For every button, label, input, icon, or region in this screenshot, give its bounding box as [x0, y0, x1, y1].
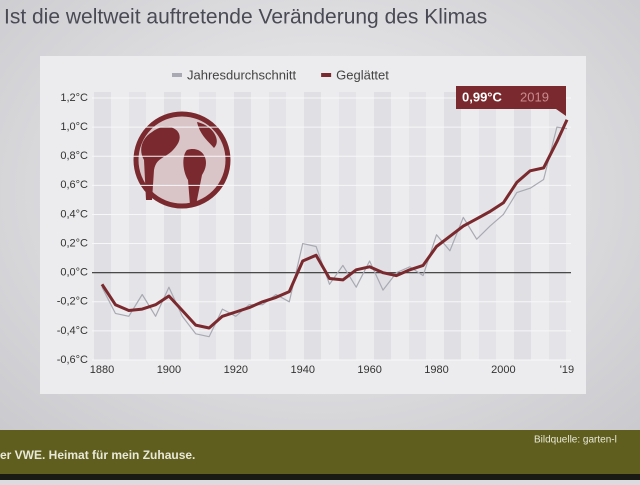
background-stripe: [374, 92, 391, 360]
x-tick-label: 2000: [491, 364, 515, 376]
annotation-value: 0,99°C: [462, 89, 503, 104]
y-tick-label: 1,0°C: [60, 121, 88, 133]
background-stripe: [479, 92, 496, 360]
legend-label: Geglättet: [336, 67, 389, 82]
background-stripe: [409, 92, 426, 360]
x-tick-label: 1900: [157, 364, 181, 376]
annotation-year: 2019: [520, 89, 549, 104]
y-tick-label: -0,4°C: [57, 325, 88, 337]
background-stripe: [444, 92, 461, 360]
background-stripe: [339, 92, 356, 360]
x-tick-label: 1940: [290, 364, 314, 376]
footer-edge: [0, 474, 640, 480]
background-stripe: [549, 92, 566, 360]
slide-title: Ist die weltweit auftretende Veränderung…: [4, 6, 487, 29]
y-tick-label: 0,4°C: [60, 208, 88, 220]
series-line: [100, 119, 569, 330]
background-stripe: [94, 92, 111, 360]
series-line: [101, 126, 568, 338]
background-stripe: [234, 92, 251, 360]
image-credit: Bildquelle: garten-l: [534, 435, 617, 446]
footer-bar: [0, 430, 640, 474]
y-tick-label: 0,8°C: [60, 150, 88, 162]
y-tick-label: -0,6°C: [57, 354, 88, 366]
y-tick-label: 0,0°C: [60, 267, 88, 279]
x-tick-label: 1920: [224, 364, 248, 376]
legend-label: Jahresdurchschnitt: [187, 67, 296, 82]
y-tick-label: -0,2°C: [57, 296, 88, 308]
background-stripe: [269, 92, 286, 360]
y-tick-label: 0,2°C: [60, 237, 88, 249]
x-tick-label: 1960: [357, 364, 381, 376]
y-tick-label: 0,6°C: [60, 179, 88, 191]
x-tick-label: 1980: [424, 364, 448, 376]
globe-icon: [133, 111, 231, 209]
background-stripe: [304, 92, 321, 360]
x-tick-label: 1880: [90, 364, 114, 376]
legend-swatch: [321, 73, 332, 77]
annotation-pointer: [556, 109, 566, 116]
y-tick-label: 1,2°C: [60, 92, 88, 104]
annotation-box: [456, 86, 566, 109]
legend-swatch: [172, 73, 182, 77]
background-stripe: [514, 92, 531, 360]
x-tick-label: '19: [560, 364, 574, 376]
footer-text: er VWE. Heimat für mein Zuhause.: [0, 448, 195, 462]
